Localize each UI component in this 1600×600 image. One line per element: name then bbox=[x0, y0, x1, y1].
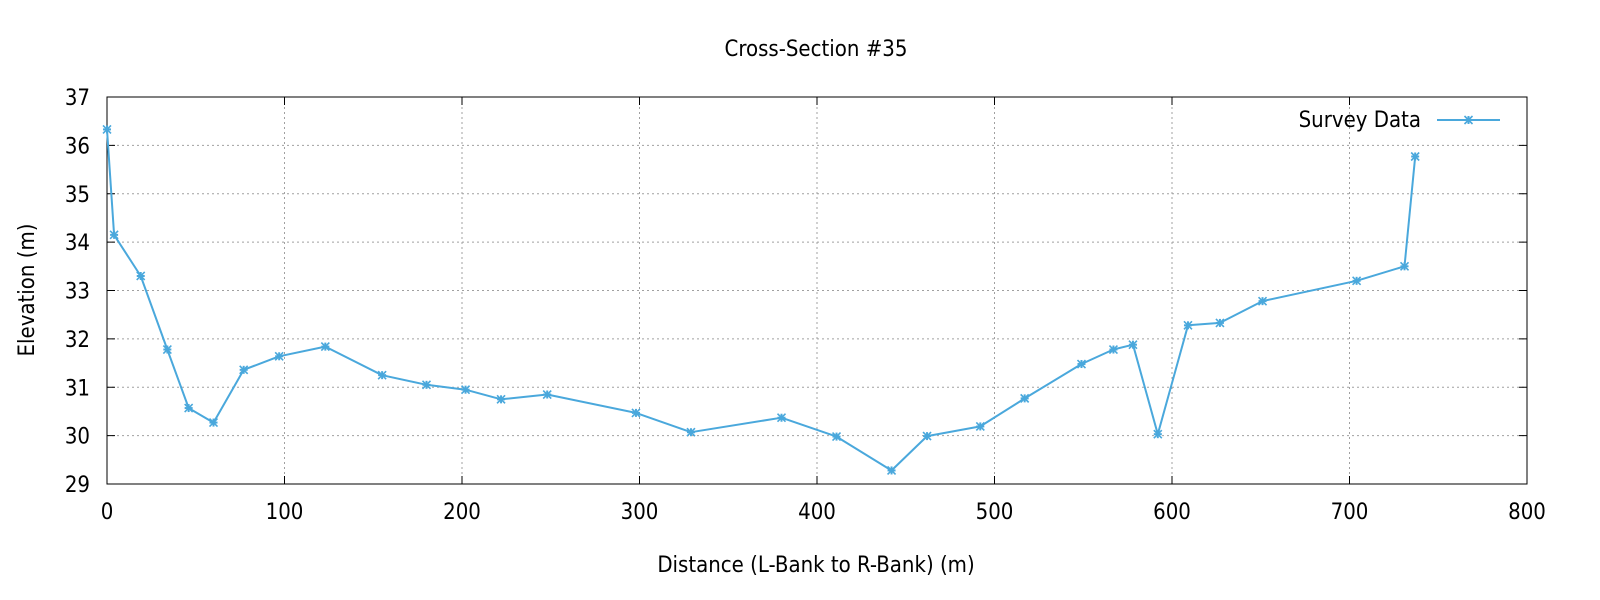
data-point bbox=[975, 421, 985, 431]
data-point bbox=[1020, 393, 1030, 403]
x-tick-label: 700 bbox=[1331, 500, 1369, 525]
data-point bbox=[320, 342, 330, 352]
grid-layer bbox=[107, 97, 1527, 484]
x-axis-label: Distance (L-Bank to R-Bank) (m) bbox=[657, 553, 974, 578]
data-point bbox=[162, 344, 172, 355]
y-tick-label: 29 bbox=[65, 473, 90, 498]
data-point bbox=[922, 431, 932, 441]
data-point bbox=[631, 408, 641, 418]
x-tick-label: 300 bbox=[621, 500, 659, 525]
y-tick-label: 33 bbox=[65, 280, 90, 305]
x-tick-label: 800 bbox=[1508, 500, 1546, 525]
y-axis-label: Elevation (m) bbox=[15, 224, 40, 357]
y-tick-label: 36 bbox=[65, 134, 90, 159]
y-tick-label: 35 bbox=[65, 183, 90, 208]
data-point bbox=[1076, 359, 1087, 369]
x-tick-label: 200 bbox=[443, 500, 481, 525]
data-point bbox=[1183, 320, 1193, 330]
x-tick-label: 500 bbox=[976, 500, 1014, 525]
y-tick-label: 31 bbox=[65, 376, 90, 401]
data-point bbox=[102, 124, 112, 134]
data-point bbox=[496, 394, 506, 404]
data-point bbox=[109, 230, 119, 240]
data-point bbox=[1153, 429, 1163, 439]
x-tick-label: 100 bbox=[266, 500, 304, 525]
series-line-survey-data bbox=[106, 129, 1417, 472]
legend-marker-survey-data bbox=[1463, 115, 1474, 125]
x-tick-label: 600 bbox=[1153, 500, 1191, 525]
tick-layer: 0 100 200 300 400 500 600 700 800 29 30 31 32 33 34 35 3… bbox=[65, 86, 1546, 525]
data-point bbox=[1399, 261, 1410, 271]
chart-title: Cross-Section #35 bbox=[725, 37, 908, 62]
data-point bbox=[776, 413, 787, 423]
data-point bbox=[1215, 318, 1225, 328]
data-point bbox=[686, 427, 696, 437]
y-tick-label: 37 bbox=[65, 86, 90, 111]
data-point bbox=[1352, 276, 1362, 286]
legend-marker-star bbox=[1463, 115, 1474, 125]
data-point bbox=[184, 403, 194, 413]
data-point bbox=[1410, 151, 1420, 162]
data-point bbox=[421, 380, 432, 390]
x-tick-label: 0 bbox=[101, 500, 114, 525]
y-tick-label: 30 bbox=[65, 425, 90, 450]
data-point bbox=[136, 271, 146, 281]
legend-label-survey-data: Survey Data bbox=[1299, 108, 1421, 133]
data-point bbox=[208, 417, 219, 428]
data-point bbox=[460, 385, 471, 395]
data-point bbox=[542, 389, 552, 400]
data-point bbox=[239, 365, 249, 375]
data-point bbox=[886, 465, 897, 476]
data-point bbox=[1128, 340, 1138, 350]
legend: Survey Data bbox=[1299, 108, 1500, 133]
y-tick-label: 32 bbox=[65, 328, 90, 353]
data-point bbox=[377, 370, 387, 380]
series-layer bbox=[102, 124, 1420, 476]
x-tick-label: 400 bbox=[798, 500, 836, 525]
data-point bbox=[1257, 296, 1268, 306]
data-point bbox=[274, 351, 284, 361]
y-tick-label: 34 bbox=[65, 231, 90, 256]
data-point bbox=[831, 432, 842, 442]
data-point bbox=[1108, 344, 1118, 355]
